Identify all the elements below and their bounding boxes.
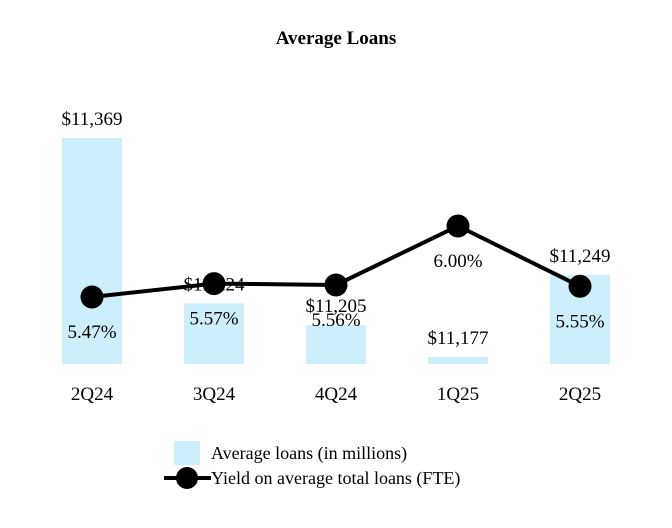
yield-point-2Q25 bbox=[568, 274, 592, 298]
bars-group bbox=[62, 138, 610, 364]
yield-label-2Q24: 5.47% bbox=[67, 322, 116, 343]
bar-3Q24 bbox=[184, 303, 244, 364]
bar-4Q24 bbox=[306, 325, 366, 364]
yield-line-group bbox=[80, 214, 592, 309]
bar-1Q25 bbox=[428, 357, 488, 364]
bar-label-1Q25: $11,177 bbox=[427, 328, 488, 349]
x-tick-2Q24: 2Q24 bbox=[71, 384, 114, 405]
legend-bar-swatch bbox=[174, 441, 200, 465]
yield-point-3Q24 bbox=[202, 272, 226, 296]
yield-point-2Q24 bbox=[80, 285, 104, 309]
bar-2Q24 bbox=[62, 138, 122, 364]
yield-point-1Q25 bbox=[446, 214, 470, 238]
yield-label-3Q24: 5.57% bbox=[189, 309, 238, 330]
yield-labels-group: 5.47% 5.57% 5.56% 6.00% 5.55% bbox=[67, 251, 604, 343]
legend-line-label: Yield on average total loans (FTE) bbox=[211, 468, 460, 489]
legend: Average loans (in millions) Yield on ave… bbox=[164, 441, 460, 489]
bar-label-2Q25: $11,249 bbox=[549, 246, 610, 267]
x-tick-1Q25: 1Q25 bbox=[437, 384, 479, 405]
bar-label-2Q24: $11,369 bbox=[61, 109, 122, 130]
x-tick-3Q24: 3Q24 bbox=[193, 384, 236, 405]
yield-label-2Q25: 5.55% bbox=[555, 311, 604, 332]
bar-labels-group: $11,369$11,224$11,205$11,177$11,249 bbox=[61, 109, 610, 349]
legend-bar-label: Average loans (in millions) bbox=[211, 443, 407, 464]
legend-line-marker bbox=[176, 467, 198, 489]
x-axis-ticks: 2Q24 3Q24 4Q24 1Q25 2Q25 bbox=[71, 384, 601, 405]
bar-label-4Q24: $11,205 bbox=[305, 296, 366, 317]
yield-point-4Q24 bbox=[324, 273, 348, 297]
yield-label-1Q25: 6.00% bbox=[433, 251, 482, 272]
x-tick-2Q25: 2Q25 bbox=[559, 384, 601, 405]
yield-label-4Q24: 5.56% bbox=[311, 310, 360, 331]
x-tick-4Q24: 4Q24 bbox=[315, 384, 358, 405]
chart-title: Average Loans bbox=[276, 28, 397, 49]
